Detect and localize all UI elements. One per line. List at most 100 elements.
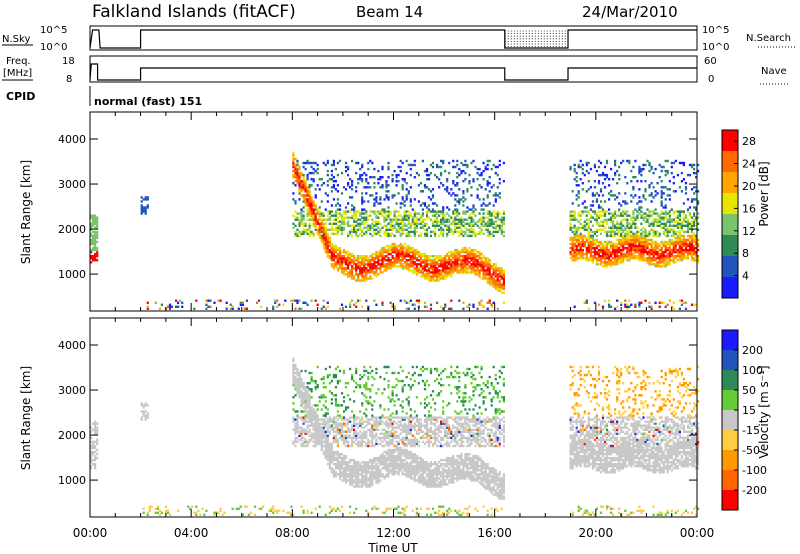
data-cell (318, 188, 321, 191)
data-cell (446, 218, 449, 221)
data-cell (476, 188, 479, 191)
data-cell (690, 236, 694, 240)
data-cell (342, 255, 346, 258)
data-cell (377, 250, 380, 254)
data-cell (620, 250, 623, 254)
data-cell (587, 230, 590, 234)
nsky-tick-top: 10^5 (40, 25, 67, 36)
data-cell (94, 216, 97, 219)
data-cell (466, 250, 469, 254)
data-cell (421, 214, 424, 217)
data-cell (239, 301, 242, 304)
data-cell (347, 469, 350, 472)
data-cell (668, 180, 671, 183)
data-cell (583, 252, 586, 256)
data-cell (292, 176, 295, 179)
data-cell (666, 194, 669, 197)
data-cell (664, 212, 667, 215)
data-cell (415, 212, 418, 215)
data-cell (306, 402, 309, 405)
data-cell (302, 394, 305, 397)
data-cell (468, 303, 471, 306)
data-cell (593, 212, 596, 215)
data-cell (347, 182, 350, 185)
data-cell (583, 228, 586, 231)
data-cell (494, 275, 497, 278)
data-cell (672, 307, 675, 310)
data-cell (310, 232, 313, 236)
data-cell (456, 271, 459, 274)
data-cell (622, 218, 625, 221)
data-cell (444, 265, 447, 268)
data-cell (630, 242, 633, 246)
data-cell (302, 444, 305, 448)
data-cell (347, 436, 350, 440)
data-cell (351, 228, 354, 231)
data-cell (425, 265, 429, 268)
data-cell (630, 303, 633, 306)
data-cell (330, 458, 333, 462)
data-cell (336, 208, 339, 211)
data-cell (642, 216, 645, 219)
data-cell (168, 307, 172, 310)
data-cell (626, 220, 629, 223)
data-cell (480, 269, 483, 272)
data-cell (367, 182, 370, 185)
data-cell (612, 222, 615, 225)
data-cell (650, 210, 653, 213)
data-cell (249, 511, 252, 514)
data-cell (326, 236, 329, 240)
data-cell (334, 398, 337, 401)
data-cell (640, 240, 643, 244)
data-cell (353, 230, 356, 234)
data-cell (608, 230, 611, 234)
data-cell (351, 196, 354, 199)
data-cell (616, 257, 619, 260)
data-cell (640, 255, 643, 258)
data-cell (344, 408, 348, 411)
data-cell (470, 228, 473, 231)
data-cell (344, 263, 348, 266)
data-cell (456, 261, 459, 264)
data-cell (369, 214, 372, 217)
data-cell (395, 244, 398, 248)
data-cell (587, 171, 590, 175)
data-cell (302, 392, 305, 395)
data-cell (486, 259, 489, 262)
data-cell (243, 307, 246, 310)
data-cell (599, 232, 603, 236)
data-cell (347, 255, 350, 258)
data-cell (320, 446, 323, 450)
data-cell (407, 255, 410, 258)
data-cell (648, 301, 651, 304)
data-cell (656, 182, 659, 185)
data-cell (389, 224, 392, 227)
data-cell (154, 301, 157, 304)
data-cell (571, 246, 574, 250)
data-cell (666, 257, 669, 260)
data-cell (296, 173, 299, 177)
data-cell (381, 255, 384, 258)
data-cell (427, 271, 431, 274)
data-cell (385, 255, 388, 258)
data-cell (351, 410, 354, 413)
data-cell (365, 210, 368, 213)
data-cell (342, 269, 346, 272)
data-cell (353, 463, 356, 466)
data-cell (355, 471, 358, 474)
data-cell (318, 210, 321, 213)
data-cell (697, 163, 700, 167)
data-cell (320, 218, 323, 221)
data-cell (492, 267, 495, 270)
data-cell (90, 234, 93, 238)
data-cell (644, 259, 647, 262)
data-cell (332, 507, 335, 510)
data-cell (320, 214, 323, 217)
data-cell (593, 163, 596, 167)
data-cell (448, 220, 451, 223)
data-cell (470, 222, 473, 225)
data-cell (334, 467, 337, 470)
data-cell (427, 204, 431, 207)
data-cell (361, 255, 364, 258)
data-cell (476, 261, 479, 264)
